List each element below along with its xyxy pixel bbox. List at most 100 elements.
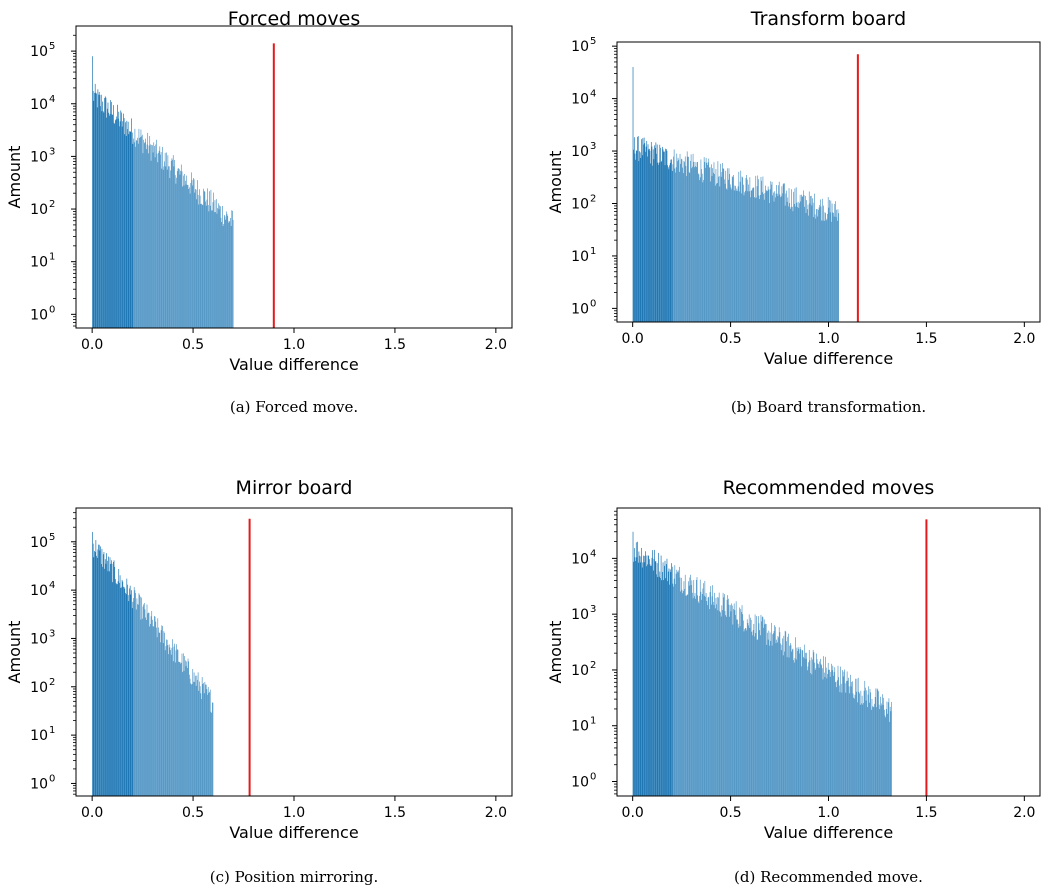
histogram-bar: [121, 587, 122, 796]
histogram-bar: [887, 702, 889, 796]
histogram-bar: [712, 585, 714, 796]
histogram-bar: [202, 205, 204, 328]
histogram-bar: [702, 588, 704, 796]
histogram-bar: [707, 165, 708, 322]
y-axis-label: Amount: [546, 621, 565, 684]
histogram-bar: [724, 611, 726, 796]
histogram-bar: [655, 561, 657, 796]
histogram-bar: [658, 576, 660, 796]
histogram-bar: [730, 187, 732, 322]
histogram-bar: [805, 212, 807, 322]
histogram-bar: [829, 212, 831, 322]
histogram-bar: [643, 137, 645, 322]
y-tick-exponent: 2: [49, 677, 55, 688]
histogram-bar: [876, 688, 878, 796]
histogram-bar: [844, 683, 846, 796]
histogram-bar: [719, 611, 721, 796]
histogram-bar: [652, 550, 653, 796]
histogram-bar: [797, 207, 798, 322]
histogram-bar: [180, 662, 182, 796]
histogram-bar: [634, 153, 636, 322]
histogram-bar: [685, 165, 687, 322]
histogram-bar: [123, 587, 125, 796]
histogram-bar: [802, 650, 804, 796]
histogram-bar: [164, 152, 166, 328]
histogram-bar: [828, 669, 830, 796]
histogram-bar: [819, 661, 821, 796]
y-tick-exponent: 3: [590, 604, 596, 615]
histogram-bar: [783, 635, 785, 796]
histogram-bar: [174, 643, 175, 796]
histogram-bar: [222, 226, 224, 328]
histogram-bar: [193, 178, 194, 328]
histogram-bar: [795, 206, 796, 322]
histogram-bar: [204, 191, 206, 328]
histogram-bar: [675, 584, 676, 796]
histogram-bar: [764, 192, 766, 322]
histogram-bar: [758, 623, 760, 796]
histogram-bar: [231, 210, 233, 328]
histogram-bar: [882, 704, 884, 796]
x-tick-label: 1.5: [384, 805, 406, 821]
histogram-bar: [127, 595, 129, 796]
histogram-bar: [176, 171, 178, 328]
histogram-bar: [145, 149, 147, 328]
histogram-bar: [728, 168, 730, 322]
histogram-bar: [118, 568, 120, 796]
histogram-bar: [650, 163, 651, 322]
histogram-bar: [820, 663, 822, 796]
histogram-bar: [812, 198, 813, 322]
histogram-bar: [224, 216, 226, 328]
histogram-bar: [196, 199, 198, 328]
histogram-bar: [742, 184, 744, 322]
histogram-bar: [636, 557, 638, 796]
histogram-bar: [810, 673, 811, 796]
histogram-bar: [174, 175, 176, 328]
histogram-bar: [119, 582, 120, 796]
histogram-bar: [827, 197, 829, 322]
histogram-bar: [677, 572, 679, 796]
histogram-bar: [770, 181, 772, 322]
histogram-bar: [736, 188, 738, 322]
histogram-bar: [793, 662, 795, 796]
histogram-bar: [767, 639, 769, 796]
histogram-bar: [633, 149, 635, 322]
x-tick-label: 1.0: [283, 337, 305, 353]
histogram-bar: [195, 189, 197, 328]
histogram-bar: [776, 639, 777, 796]
histogram-bar: [124, 588, 126, 796]
histogram-bar: [110, 563, 112, 796]
histogram-bar: [196, 675, 198, 796]
histogram-bar: [149, 626, 151, 796]
histogram-bar: [824, 676, 826, 796]
histogram-bar: [709, 167, 710, 322]
histogram-bar: [673, 156, 674, 322]
histogram-bar: [195, 685, 197, 796]
histogram-bar: [95, 92, 97, 328]
histogram-bar: [865, 687, 866, 796]
histogram-bar: [151, 144, 153, 328]
histogram-bar: [754, 198, 756, 322]
histogram-bar: [768, 189, 770, 322]
histogram-bar: [194, 192, 196, 328]
histogram-bar: [191, 180, 193, 328]
histogram-bar: [763, 619, 765, 796]
histogram-bar: [715, 169, 717, 322]
histogram-bar: [679, 566, 680, 796]
histogram-bar: [810, 196, 811, 322]
histogram-bar: [186, 175, 188, 328]
histogram-bar: [680, 591, 682, 796]
histogram-bar: [808, 191, 810, 322]
x-tick-label: 2.0: [1013, 331, 1035, 347]
histogram-bar: [697, 595, 698, 796]
panel-title: Mirror board: [236, 477, 353, 499]
histogram-bar: [115, 579, 116, 796]
histogram-bar: [733, 190, 735, 322]
histogram-bar: [162, 169, 164, 328]
histogram-bar: [98, 92, 100, 328]
histogram-bar: [810, 657, 812, 796]
x-tick-label: 1.5: [915, 805, 937, 821]
histogram-bar: [861, 695, 863, 796]
histogram-bar: [843, 671, 845, 796]
